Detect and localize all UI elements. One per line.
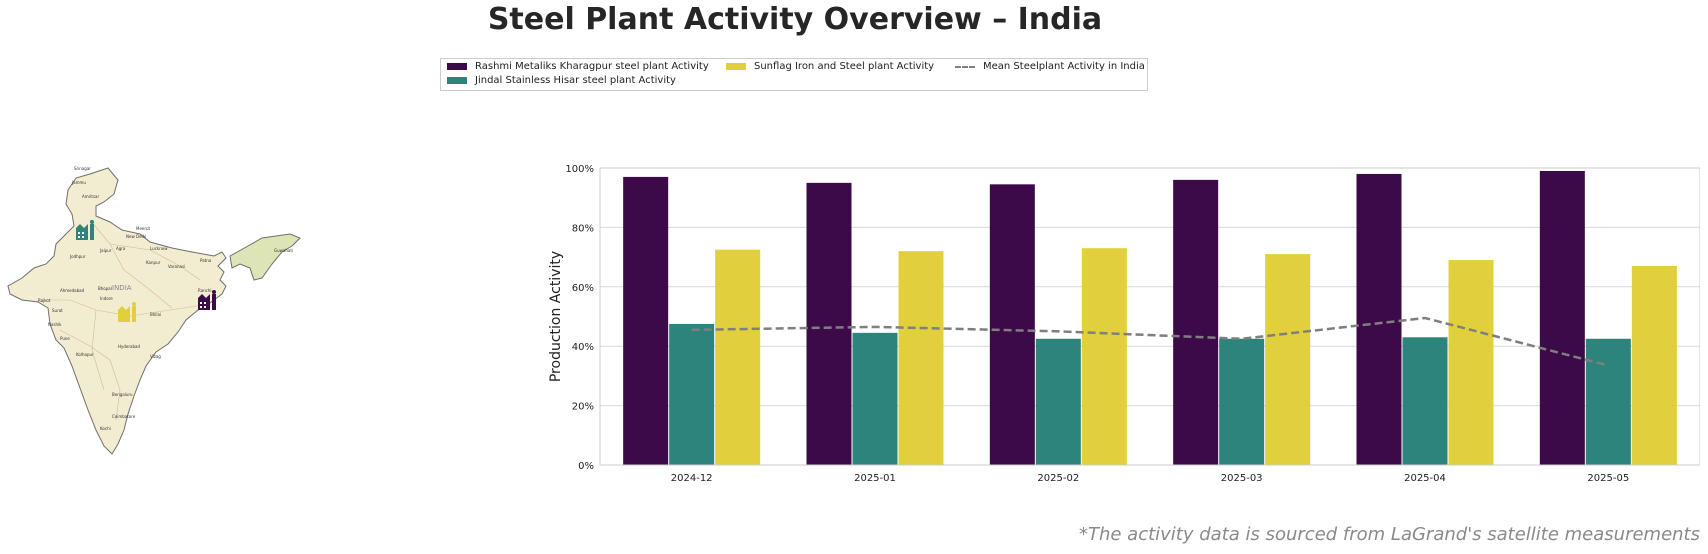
legend-item-jindal: Jindal Stainless Hisar steel plant Activ… — [447, 75, 676, 86]
bar-sunflag — [715, 249, 761, 465]
bar-jindal — [852, 332, 898, 465]
footnote: *The activity data is sourced from LaGra… — [1078, 524, 1700, 545]
india-map: Srinagar Jammu Amritsar Meerut New Delhi Jaip… — [7, 166, 301, 455]
map-city-label: Pune — [60, 336, 70, 341]
legend-swatch-sunflag — [726, 63, 746, 70]
bar-jindal — [1402, 337, 1448, 465]
map-city-label: Jammu — [71, 180, 86, 185]
axis-layer: 0% 20% 40% 60% 80% 100% Production Activity 202… — [548, 164, 1700, 484]
y-tick-label: 40% — [572, 342, 594, 353]
map-city-label: Agra — [116, 246, 126, 251]
map-city-label: Amritsar — [82, 194, 99, 199]
bar-rashmi — [1173, 179, 1219, 465]
mean-line-layer — [691, 316, 1609, 367]
map-city-label: New Delhi — [126, 234, 146, 239]
map-city-label: Bhopal — [98, 286, 112, 291]
x-tick-label: 2025-01 — [854, 473, 896, 484]
legend-swatch-jindal — [447, 77, 467, 84]
india-outline — [7, 167, 227, 455]
map-city-label: Indore — [100, 296, 113, 301]
bar-sunflag — [1265, 254, 1311, 465]
legend-label-mean: Mean Steelplant Activity in India — [983, 61, 1145, 72]
mean-activity-line — [691, 316, 1609, 367]
bar-layer — [623, 170, 1677, 465]
y-axis-label: Production Activity — [548, 251, 564, 382]
map-city-label: Vizag — [150, 354, 161, 359]
rashmi-plant-icon — [198, 290, 216, 310]
bar-rashmi — [989, 184, 1035, 465]
legend-label-jindal: Jindal Stainless Hisar steel plant Activ… — [475, 75, 676, 86]
bar-sunflag — [1631, 266, 1677, 465]
bar-sunflag — [898, 251, 944, 465]
bar-rashmi — [806, 182, 852, 465]
x-tick-label: 2025-02 — [1037, 473, 1079, 484]
road-network — [40, 219, 211, 421]
bar-sunflag — [1448, 260, 1494, 465]
bar-rashmi — [623, 176, 669, 465]
map-city-label: Jaipur — [99, 248, 112, 253]
northeast-outline — [229, 233, 301, 281]
legend-label-rashmi: Rashmi Metaliks Kharagpur steel plant Ac… — [475, 61, 709, 72]
legend-item-sunflag: Sunflag Iron and Steel plant Activity — [726, 61, 934, 72]
bar-jindal — [1219, 338, 1265, 465]
x-tick-label: 2024-12 — [671, 473, 713, 484]
chart-title: Steel Plant Activity Overview – India — [487, 2, 1103, 37]
jindal-plant-icon — [76, 220, 94, 240]
map-country-label: INDIA — [112, 284, 132, 292]
map-city-label: Kolhapur — [76, 352, 94, 357]
map-city-label: Nashik — [48, 322, 62, 327]
map-city-label: Ranchi — [198, 288, 212, 293]
bar-rashmi — [1539, 170, 1585, 465]
map-city-label: Rajkot — [38, 298, 51, 303]
map-city-labels: Srinagar Jammu Amritsar Meerut New Delhi Jaip… — [38, 166, 293, 431]
map-city-label: Surat — [52, 308, 63, 313]
bar-sunflag — [1081, 248, 1127, 465]
map-city-label: Lucknow — [150, 246, 168, 251]
y-tick-label: 60% — [572, 283, 594, 294]
legend-item-rashmi: Rashmi Metaliks Kharagpur steel plant Ac… — [447, 61, 709, 72]
legend-swatch-rashmi — [447, 63, 467, 70]
bar-chart: 0% 20% 40% 60% 80% 100% Production Activity 202… — [548, 164, 1700, 484]
chart-legend: Rashmi Metaliks Kharagpur steel plant Ac… — [440, 58, 1148, 91]
map-city-label: Kanpur — [146, 260, 161, 265]
x-tick-label: 2025-04 — [1404, 473, 1446, 484]
map-city-label: Guwahati — [274, 248, 293, 253]
map-city-label: Varanasi — [168, 264, 185, 269]
map-city-label: Jodhpur — [69, 254, 86, 259]
y-tick-label: 20% — [572, 402, 594, 413]
y-tick-label: 100% — [565, 164, 594, 175]
y-tick-label: 0% — [578, 461, 594, 472]
x-tick-label: 2025-05 — [1587, 473, 1629, 484]
map-city-label: Meerut — [136, 226, 151, 231]
bar-jindal — [1585, 338, 1631, 465]
legend-label-sunflag: Sunflag Iron and Steel plant Activity — [754, 61, 935, 72]
x-tick-label: 2025-03 — [1221, 473, 1263, 484]
plot-frame — [599, 167, 1700, 466]
sunflag-plant-icon — [118, 302, 136, 322]
map-city-label: Bengaluru — [112, 392, 133, 397]
grid-layer — [600, 167, 1700, 466]
map-city-label: Hyderabad — [118, 344, 140, 349]
map-city-label: Coimbatore — [112, 414, 136, 419]
map-city-label: Bhilai — [150, 312, 161, 317]
map-city-label: Patna — [200, 258, 212, 263]
bar-rashmi — [1356, 173, 1402, 465]
map-city-label: Ahmedabad — [60, 288, 85, 293]
legend-item-mean: Mean Steelplant Activity in India — [955, 61, 1145, 72]
legend-swatch-mean — [955, 65, 975, 68]
bar-jindal — [669, 323, 715, 465]
map-city-label: Kochi — [100, 426, 111, 431]
bar-jindal — [1035, 338, 1081, 465]
map-city-label: Srinagar — [74, 166, 91, 171]
y-tick-label: 80% — [572, 223, 594, 234]
